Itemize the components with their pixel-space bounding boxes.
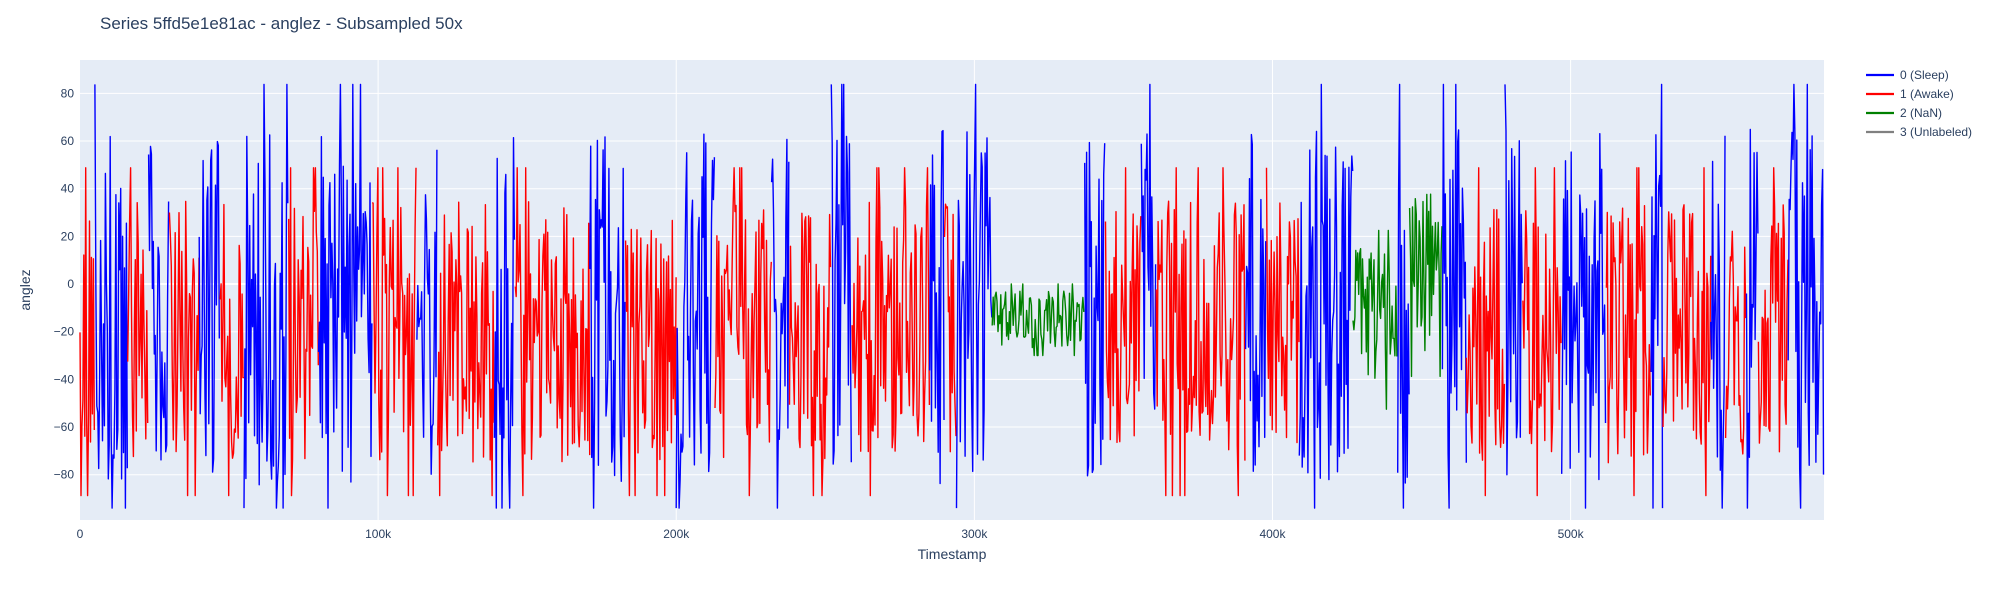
chart-title: Series 5ffd5e1e81ac - anglez - Subsample… [100, 14, 463, 33]
series-line-segment [168, 200, 200, 497]
series-line-segment [219, 203, 245, 497]
series-line-segment [955, 83, 993, 509]
x-tick-label: 500k [1558, 527, 1585, 541]
series-line-segment [317, 83, 373, 509]
series-line-segment [788, 212, 832, 497]
series-line-segment [1352, 229, 1398, 410]
series-line-segment [675, 133, 716, 509]
x-tick-label: 400k [1259, 527, 1286, 541]
legend: 0 (Sleep) 1 (Awake) 2 (NaN) 3 (Unlabeled) [1866, 68, 1972, 139]
series-line-segment [991, 283, 1085, 357]
series-line-segment [493, 136, 516, 509]
series-layer [79, 83, 1825, 509]
legend-item[interactable]: 1 (Awake) [1866, 87, 1954, 101]
series-line-segment [714, 167, 772, 497]
x-tick-label: 100k [365, 527, 392, 541]
y-tick-label: −20 [54, 325, 75, 339]
x-tick-label: 300k [961, 527, 988, 541]
series-line-segment [416, 149, 438, 475]
series-line-segment [1441, 83, 1468, 509]
series-line-segment [928, 129, 945, 485]
series-line-segment [1140, 83, 1157, 410]
series-line-segment [1757, 167, 1789, 453]
legend-item[interactable]: 3 (Unlabeled) [1866, 125, 1972, 139]
series-line-segment [1650, 83, 1664, 509]
y-tick-label: 20 [61, 229, 75, 243]
series-line-segment [147, 145, 170, 461]
y-tick-label: 60 [61, 134, 75, 148]
series-line-segment [514, 167, 591, 497]
series-line-segment [1504, 84, 1523, 476]
series-line-segment [1560, 132, 1607, 509]
series-line-segment [851, 167, 931, 497]
y-axis-title: anglez [17, 269, 33, 310]
series-line-segment [198, 140, 220, 473]
series-line-segment [243, 83, 289, 509]
series-line-segment [371, 167, 417, 497]
series-line-segment [1724, 230, 1747, 455]
series-line-segment [1745, 128, 1759, 509]
x-tick-label: 200k [663, 527, 690, 541]
series-line-segment [1104, 167, 1142, 444]
series-line-segment [437, 201, 495, 497]
series-line-segment [589, 136, 626, 509]
y-tick-layer: −80 −60 −40 −20 0 20 40 60 80 [54, 86, 75, 481]
series-line-segment [943, 203, 957, 453]
series-line-segment [1662, 167, 1712, 497]
legend-label: 2 (NaN) [1900, 106, 1942, 120]
series-line-segment [830, 83, 852, 465]
legend-label: 3 (Unlabeled) [1900, 125, 1972, 139]
series-line-segment [1396, 83, 1410, 509]
series-line-segment [1710, 135, 1726, 509]
series-line-segment [1244, 133, 1267, 472]
legend-item[interactable]: 0 (Sleep) [1866, 68, 1949, 82]
series-line-segment [1522, 167, 1562, 497]
series-line-segment [127, 167, 149, 458]
series-line-segment [624, 219, 677, 497]
y-tick-label: −60 [54, 420, 75, 434]
series-line-segment [1265, 167, 1300, 444]
series-line-segment [770, 138, 790, 509]
series-line-segment [1605, 167, 1651, 497]
y-tick-label: 80 [61, 86, 75, 100]
legend-label: 0 (Sleep) [1900, 68, 1949, 82]
legend-item[interactable]: 2 (NaN) [1866, 106, 1942, 120]
y-tick-label: −40 [54, 372, 75, 386]
series-line-segment [1408, 193, 1443, 378]
series-line-segment [1155, 167, 1246, 497]
y-tick-label: 40 [61, 182, 75, 196]
x-axis-title: Timestamp [918, 546, 987, 562]
series-line-segment [288, 167, 319, 497]
x-tick-label: 0 [77, 527, 84, 541]
x-tick-layer: 0 100k 200k 300k 400k 500k [77, 527, 1585, 541]
y-tick-label: 0 [67, 277, 74, 291]
series-line-segment [1787, 83, 1825, 509]
series-line-segment [1465, 167, 1506, 497]
series-line-segment [1083, 141, 1106, 477]
legend-label: 1 (Awake) [1900, 87, 1954, 101]
series-line-segment [79, 167, 95, 497]
series-line-segment [1298, 83, 1354, 509]
y-tick-label: −80 [54, 468, 75, 482]
series-line-segment [94, 84, 128, 509]
